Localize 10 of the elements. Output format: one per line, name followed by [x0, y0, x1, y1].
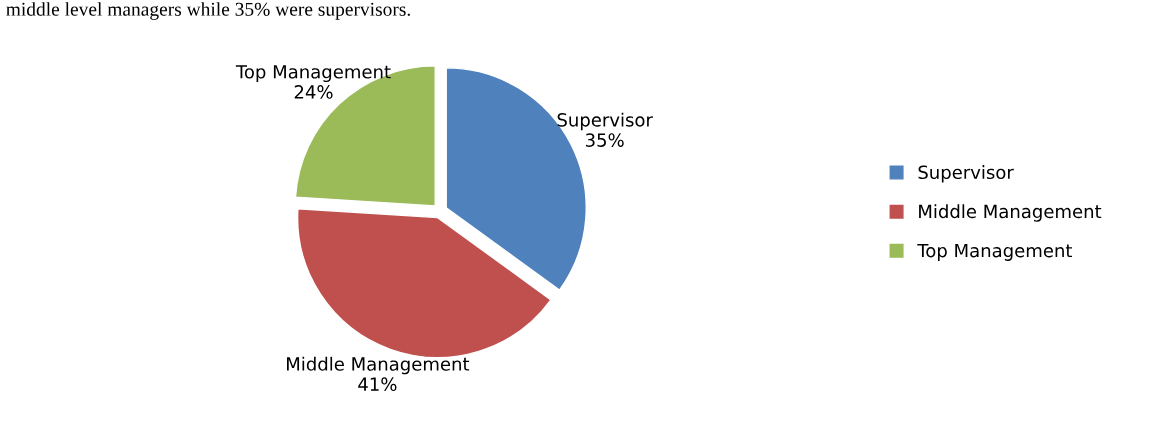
legend-label: Middle Management — [919, 204, 1102, 222]
text: middle level managers while 35% were supervisors. — [6, 2, 410, 20]
data-label: 35% — [585, 133, 624, 147]
data-label: 24% — [294, 85, 333, 99]
slice-label: Supervisor — [557, 112, 653, 131]
slice-label: Middle Management — [287, 356, 470, 375]
slice-label: Top Management — [235, 65, 391, 83]
data-label: 41% — [358, 377, 397, 391]
legend-label: Supervisor — [918, 165, 1014, 183]
legend-label: Top Management — [917, 243, 1073, 261]
